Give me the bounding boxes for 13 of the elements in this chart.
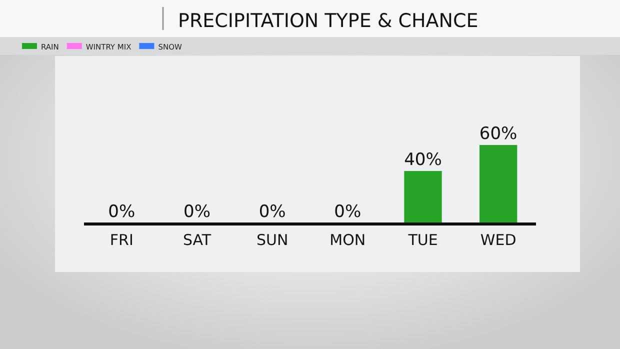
x-tick-label: FRI — [110, 231, 134, 249]
x-tick-label: MON — [330, 231, 366, 249]
data-label: 60% — [479, 124, 518, 144]
x-tick-label: WED — [480, 231, 516, 249]
x-tick-label: SUN — [256, 231, 288, 249]
x-tick-label: SAT — [182, 231, 212, 249]
data-label: 0% — [334, 202, 362, 222]
x-tick-label: TUE — [407, 231, 438, 249]
data-label: 40% — [404, 150, 442, 170]
data-label: 0% — [184, 202, 210, 222]
data-label: 0% — [258, 202, 286, 222]
data-label: 0% — [108, 202, 136, 222]
chart-title: PRECIPITATION TYPE & CHANCE — [178, 10, 478, 32]
